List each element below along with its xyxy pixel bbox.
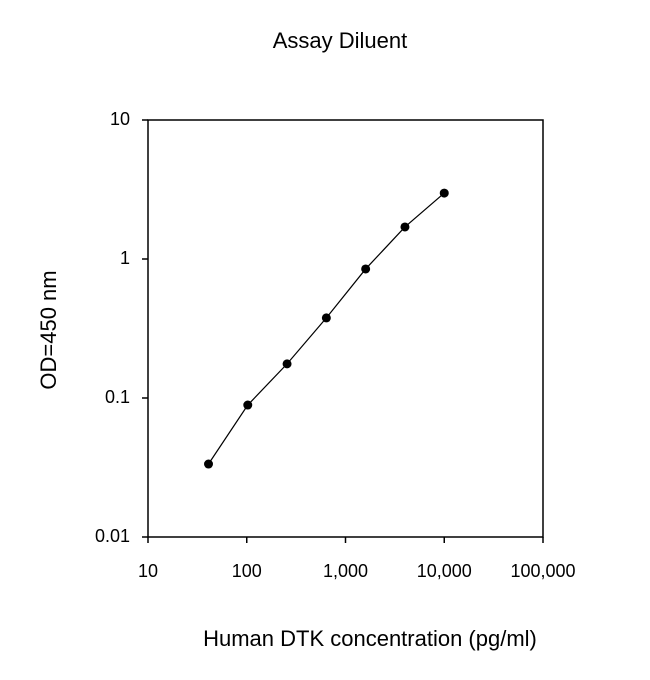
plot-frame bbox=[147, 119, 544, 538]
y-tick-label: 0.1 bbox=[105, 387, 130, 407]
x-tick-label: 10 bbox=[138, 561, 158, 581]
x-axis-label: Human DTK concentration (pg/ml) bbox=[203, 626, 537, 651]
data-point bbox=[361, 264, 371, 274]
chart-title: Assay Diluent bbox=[273, 28, 408, 53]
data-point bbox=[243, 400, 253, 410]
y-tick-label: 1 bbox=[120, 248, 130, 268]
y-tick-label: 0.01 bbox=[95, 526, 130, 546]
data-point bbox=[400, 222, 410, 232]
data-point bbox=[321, 313, 331, 323]
x-tick-label: 10,000 bbox=[417, 561, 472, 581]
data-line bbox=[208, 192, 445, 465]
data-point bbox=[282, 359, 292, 369]
y-axis-label: OD=450 nm bbox=[36, 270, 61, 389]
data-point bbox=[204, 459, 214, 469]
x-tick-label: 100 bbox=[232, 561, 262, 581]
x-tick-label: 1,000 bbox=[323, 561, 368, 581]
data-point bbox=[439, 188, 449, 198]
y-tick-label: 10 bbox=[110, 109, 130, 129]
x-tick-label: 100,000 bbox=[510, 561, 575, 581]
